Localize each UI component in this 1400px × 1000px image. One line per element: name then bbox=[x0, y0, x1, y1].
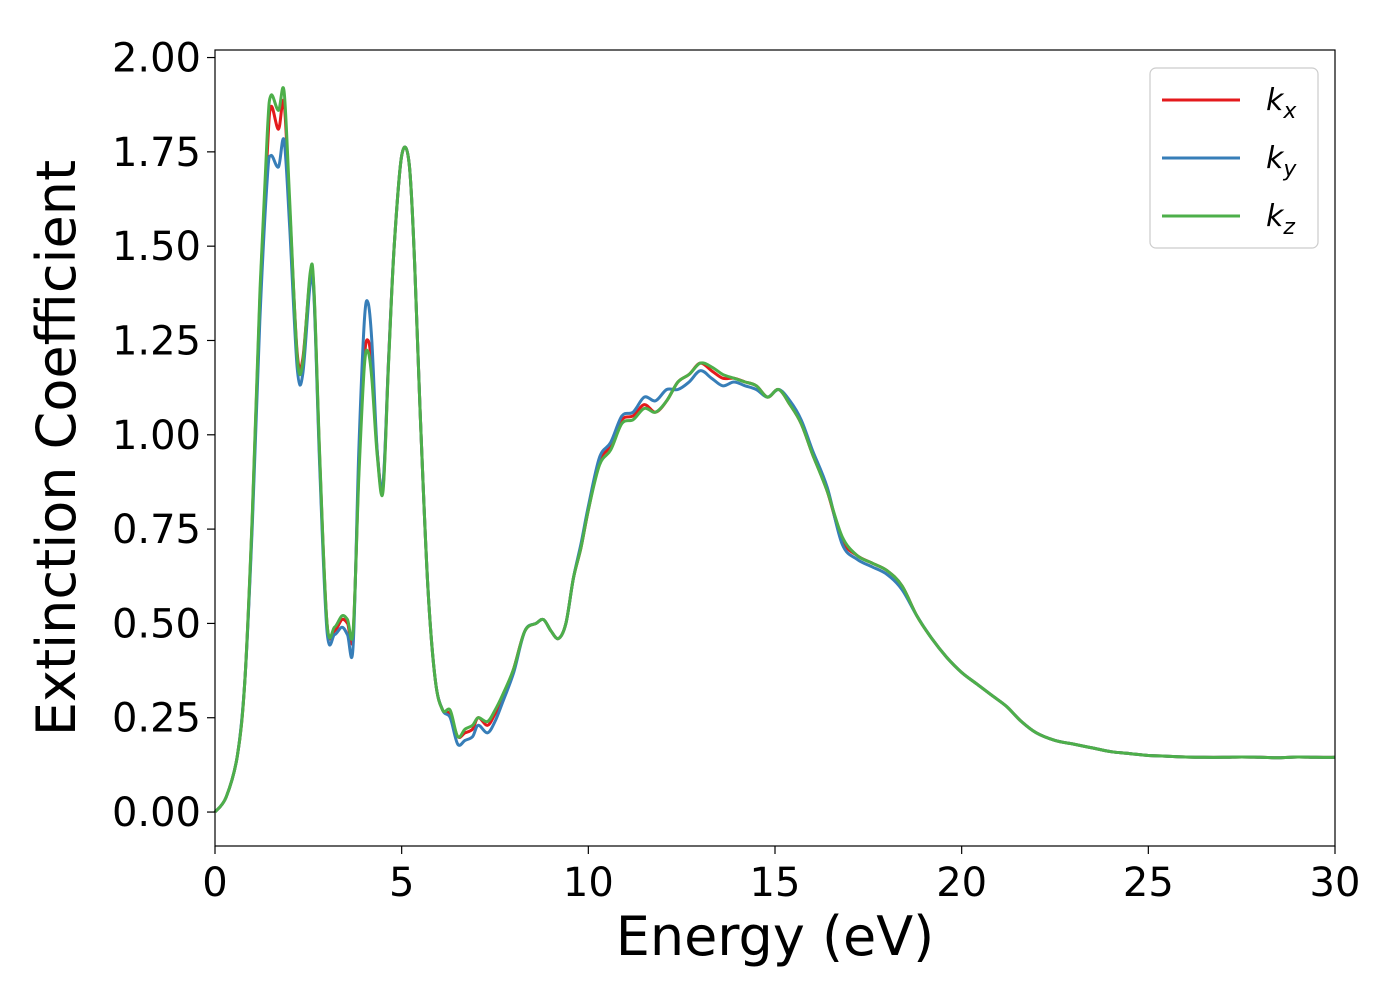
y-tick-label: 0.25 bbox=[112, 696, 201, 742]
legend-label-z: kz bbox=[1266, 199, 1295, 240]
y-tick-label: 0.50 bbox=[112, 601, 201, 647]
series-layer bbox=[213, 86, 1336, 813]
x-tick-label: 10 bbox=[563, 860, 614, 906]
y-tick-label: 0.00 bbox=[112, 790, 201, 836]
legend-label-y: ky bbox=[1266, 141, 1297, 182]
x-tick-label: 15 bbox=[750, 860, 801, 906]
y-tick-label: 0.75 bbox=[112, 507, 201, 553]
x-tick-label: 25 bbox=[1123, 860, 1174, 906]
legend-label-subscript: z bbox=[1282, 215, 1295, 240]
legend-label-main: k bbox=[1266, 199, 1285, 234]
x-tick-label: 30 bbox=[1310, 860, 1361, 906]
plot-area bbox=[215, 50, 1335, 846]
legend-label-main: k bbox=[1266, 83, 1285, 118]
x-axis: 0 5 10 15 20 25 30 bbox=[202, 846, 1360, 906]
x-tick-label: 5 bbox=[389, 860, 414, 906]
legend-label-subscript: y bbox=[1282, 157, 1297, 182]
y-tick-label: 1.75 bbox=[112, 130, 201, 176]
legend-label-x: kx bbox=[1266, 83, 1297, 124]
y-tick-label: 1.50 bbox=[112, 224, 201, 270]
legend-label-subscript: x bbox=[1282, 99, 1297, 124]
y-axis: 0.00 0.25 0.50 0.75 1.00 1.25 1.50 1.75 2.00 bbox=[112, 36, 215, 836]
legend-label-main: k bbox=[1266, 141, 1285, 176]
y-tick-label: 1.25 bbox=[112, 318, 201, 364]
series-line-z bbox=[213, 86, 1336, 813]
y-axis-title: Extinction Coefficient bbox=[25, 160, 88, 736]
x-tick-label: 0 bbox=[202, 860, 227, 906]
y-tick-label: 2.00 bbox=[112, 36, 201, 82]
y-tick-label: 1.00 bbox=[112, 413, 201, 459]
x-axis-title: Energy (eV) bbox=[616, 905, 935, 968]
x-tick-label: 20 bbox=[936, 860, 987, 906]
